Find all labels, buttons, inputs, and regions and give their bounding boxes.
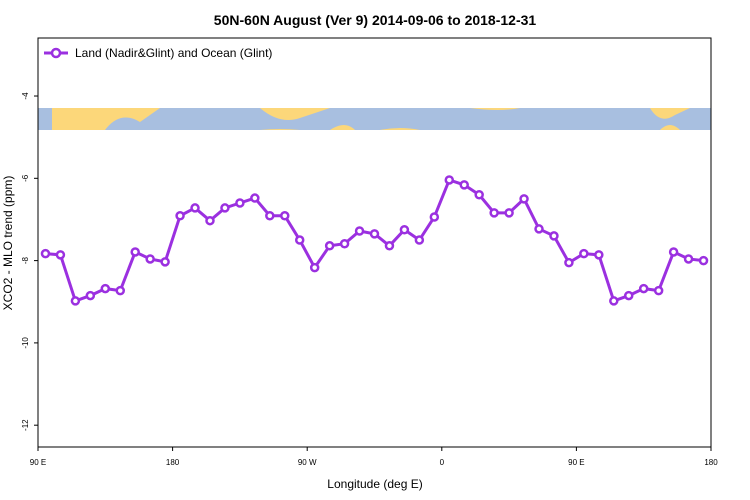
data-point <box>280 211 290 221</box>
x-tick-label: 90 E <box>30 458 46 467</box>
data-point <box>160 257 170 267</box>
x-tick-label: 90 W <box>298 458 317 467</box>
data-point <box>55 250 66 260</box>
data-point <box>429 212 440 222</box>
x-tick-label: 90 E <box>568 458 584 467</box>
data-point <box>220 203 230 213</box>
y-tick-label: -10 <box>21 337 30 349</box>
data-point <box>668 247 679 257</box>
data-point <box>40 248 51 259</box>
data-point <box>70 296 81 306</box>
data-point <box>579 248 589 259</box>
data-point <box>250 193 260 203</box>
data-point <box>653 285 664 296</box>
y-tick-label: -4 <box>21 92 30 100</box>
y-axis-label: XCO2 - MLO trend (ppm) <box>1 176 15 311</box>
data-point <box>354 226 365 236</box>
legend-marker <box>50 47 62 59</box>
data-point <box>549 231 559 241</box>
legend-label: Land (Nadir&Glint) and Ocean (Glint) <box>75 46 272 60</box>
data-point <box>683 254 694 264</box>
data-point <box>324 241 335 251</box>
data-point <box>534 224 544 234</box>
data-point <box>205 215 215 226</box>
data-point <box>399 224 410 235</box>
x-tick-label: 180 <box>166 458 180 467</box>
data-point <box>504 208 514 218</box>
data-point <box>474 190 484 200</box>
data-point <box>309 262 320 273</box>
plot-frame <box>37 37 712 448</box>
y-tick-label: -8 <box>21 257 30 265</box>
x-tick-label: 180 <box>704 458 718 467</box>
data-point <box>235 198 245 208</box>
data-point <box>175 211 185 221</box>
data-point <box>594 250 604 260</box>
data-point <box>115 285 126 296</box>
data-point <box>130 247 140 257</box>
data-point <box>145 254 155 264</box>
data-point <box>459 180 469 190</box>
data-point <box>369 229 380 239</box>
data-point <box>339 238 350 249</box>
data-point <box>384 241 395 251</box>
x-tick-label: 0 <box>440 458 445 467</box>
x-axis-label: Longitude (deg E) <box>327 477 422 491</box>
data-point <box>698 255 709 266</box>
legend: Land (Nadir&Glint) and Ocean (Glint) <box>44 46 272 60</box>
chart-title: 50N-60N August (Ver 9) 2014-09-06 to 201… <box>214 12 537 28</box>
data-point <box>609 296 619 306</box>
y-tick-label: -12 <box>21 419 30 431</box>
data-point <box>489 208 499 218</box>
data-point <box>623 290 634 301</box>
y-tick-label: -6 <box>21 174 30 182</box>
data-point <box>564 257 574 268</box>
data-point <box>519 194 529 204</box>
data-point <box>100 283 111 294</box>
data-point <box>190 203 200 213</box>
data-point <box>414 235 425 245</box>
data-point <box>85 290 96 301</box>
data-point <box>265 211 275 221</box>
data-point <box>444 175 455 185</box>
data-point <box>638 283 649 294</box>
data-point <box>294 235 305 245</box>
map-strip <box>38 108 711 130</box>
